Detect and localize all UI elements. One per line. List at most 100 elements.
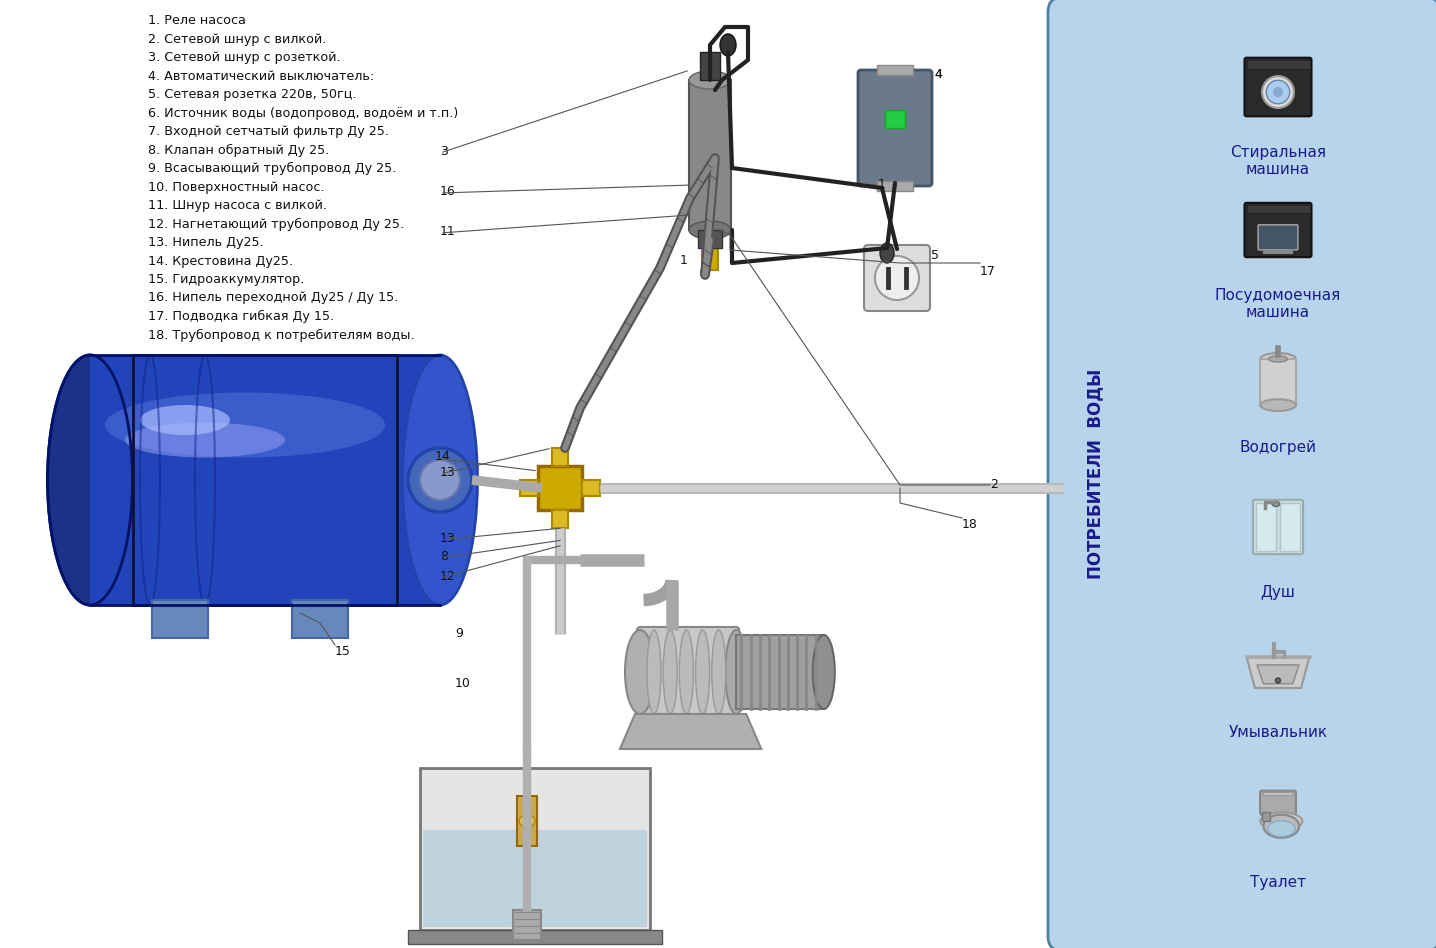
FancyBboxPatch shape	[1048, 0, 1436, 948]
Text: 8: 8	[439, 550, 448, 563]
Text: 11. Шнур насоса с вилкой.: 11. Шнур насоса с вилкой.	[148, 199, 327, 212]
Circle shape	[1267, 81, 1290, 103]
Text: 15: 15	[335, 645, 350, 658]
Text: 2: 2	[989, 478, 998, 491]
FancyBboxPatch shape	[1245, 203, 1311, 257]
Text: 14. Крестовина Ду25.: 14. Крестовина Ду25.	[148, 254, 293, 267]
Bar	[134, 355, 396, 605]
Text: 3. Сетевой шнур с розеткой.: 3. Сетевой шнур с розеткой.	[148, 51, 340, 64]
Polygon shape	[1256, 665, 1300, 684]
Text: 3: 3	[439, 145, 448, 158]
Text: 12: 12	[439, 570, 455, 583]
Text: 18. Трубопровод к потребителям воды.: 18. Трубопровод к потребителям воды.	[148, 329, 415, 341]
Bar	[1246, 205, 1310, 213]
Bar	[689, 80, 731, 230]
Text: 6. Источник воды (водопровод, водоём и т.п.): 6. Источник воды (водопровод, водоём и т…	[148, 106, 458, 119]
Ellipse shape	[402, 355, 478, 605]
Bar	[582, 480, 600, 496]
Polygon shape	[1246, 657, 1310, 688]
Ellipse shape	[125, 423, 284, 458]
FancyBboxPatch shape	[1245, 58, 1311, 117]
Text: 13: 13	[439, 466, 455, 479]
Ellipse shape	[1272, 501, 1279, 506]
Text: 17: 17	[979, 265, 997, 278]
Text: 1: 1	[877, 178, 886, 191]
Text: Посудомоечная
машина: Посудомоечная машина	[1215, 288, 1341, 320]
Bar	[702, 248, 718, 270]
Text: Умывальник: Умывальник	[1228, 725, 1327, 740]
Bar	[877, 181, 913, 191]
Bar	[520, 480, 538, 496]
FancyBboxPatch shape	[1252, 500, 1302, 555]
Bar	[513, 910, 541, 940]
Text: 13: 13	[439, 532, 455, 545]
Text: ПОТРЕБИТЕЛИ  ВОДЫ: ПОТРЕБИТЕЛИ ВОДЫ	[1086, 369, 1104, 579]
Bar	[538, 466, 582, 510]
Text: 4: 4	[933, 68, 942, 81]
Bar	[551, 448, 569, 466]
Bar	[1262, 792, 1294, 795]
Text: 1. Реле насоса: 1. Реле насоса	[148, 14, 246, 27]
Bar	[419, 768, 651, 930]
Bar	[551, 510, 569, 528]
Bar	[1262, 811, 1269, 821]
Ellipse shape	[1268, 356, 1288, 362]
Ellipse shape	[1264, 814, 1300, 838]
Ellipse shape	[719, 34, 737, 56]
Text: Стиральная
машина: Стиральная машина	[1231, 145, 1325, 177]
Ellipse shape	[648, 630, 661, 714]
Circle shape	[875, 256, 919, 300]
Ellipse shape	[663, 630, 678, 714]
Ellipse shape	[139, 405, 230, 435]
Ellipse shape	[1268, 821, 1295, 837]
Text: 4: 4	[933, 68, 942, 81]
Text: Душ: Душ	[1261, 585, 1295, 600]
FancyBboxPatch shape	[857, 70, 932, 186]
Ellipse shape	[1261, 353, 1295, 365]
Ellipse shape	[695, 630, 709, 714]
Ellipse shape	[1261, 399, 1295, 411]
Text: 9. Всасывающий трубопровод Ду 25.: 9. Всасывающий трубопровод Ду 25.	[148, 162, 396, 175]
Ellipse shape	[625, 630, 655, 714]
Circle shape	[1275, 678, 1281, 683]
Text: 14: 14	[435, 450, 451, 463]
Text: 10. Поверхностный насос.: 10. Поверхностный насос.	[148, 180, 325, 193]
Text: 5. Сетевая розетка 220в, 50гц.: 5. Сетевая розетка 220в, 50гц.	[148, 88, 356, 101]
Circle shape	[1262, 76, 1294, 108]
Text: 16. Нипель переходной Ду25 / Ду 15.: 16. Нипель переходной Ду25 / Ду 15.	[148, 291, 398, 304]
Bar	[408, 930, 662, 944]
FancyBboxPatch shape	[864, 245, 931, 311]
Text: 10: 10	[455, 677, 471, 690]
Ellipse shape	[47, 355, 132, 605]
Bar	[885, 110, 905, 128]
Ellipse shape	[712, 630, 725, 714]
Text: 1: 1	[681, 253, 688, 266]
Text: 15. Гидроаккумулятор.: 15. Гидроаккумулятор.	[148, 273, 304, 286]
Text: 8. Клапан обратный Ду 25.: 8. Клапан обратный Ду 25.	[148, 143, 329, 156]
Bar	[698, 230, 722, 248]
Circle shape	[1272, 87, 1282, 97]
Bar	[1279, 503, 1300, 551]
Text: 17. Подводка гибкая Ду 15.: 17. Подводка гибкая Ду 15.	[148, 310, 335, 323]
Ellipse shape	[880, 243, 895, 263]
Text: 9: 9	[455, 627, 462, 640]
FancyBboxPatch shape	[1258, 225, 1298, 250]
Ellipse shape	[813, 635, 834, 709]
Text: 7. Входной сетчатый фильтр Ду 25.: 7. Входной сетчатый фильтр Ду 25.	[148, 125, 389, 138]
Text: 12. Нагнетающий трубопровод Ду 25.: 12. Нагнетающий трубопровод Ду 25.	[148, 217, 404, 230]
Bar	[152, 600, 208, 638]
Text: 16: 16	[439, 185, 455, 198]
Bar	[424, 830, 648, 927]
Bar	[1246, 60, 1310, 69]
Ellipse shape	[725, 630, 747, 714]
FancyBboxPatch shape	[638, 627, 740, 717]
Text: 13. Нипель Ду25.: 13. Нипель Ду25.	[148, 236, 264, 249]
Bar	[1261, 359, 1295, 405]
Text: Водогрей: Водогрей	[1239, 440, 1317, 455]
Ellipse shape	[518, 815, 536, 827]
Text: 18: 18	[962, 518, 978, 531]
Bar	[699, 52, 719, 80]
Bar	[877, 65, 913, 75]
Bar	[1256, 503, 1277, 551]
Ellipse shape	[1261, 812, 1302, 830]
